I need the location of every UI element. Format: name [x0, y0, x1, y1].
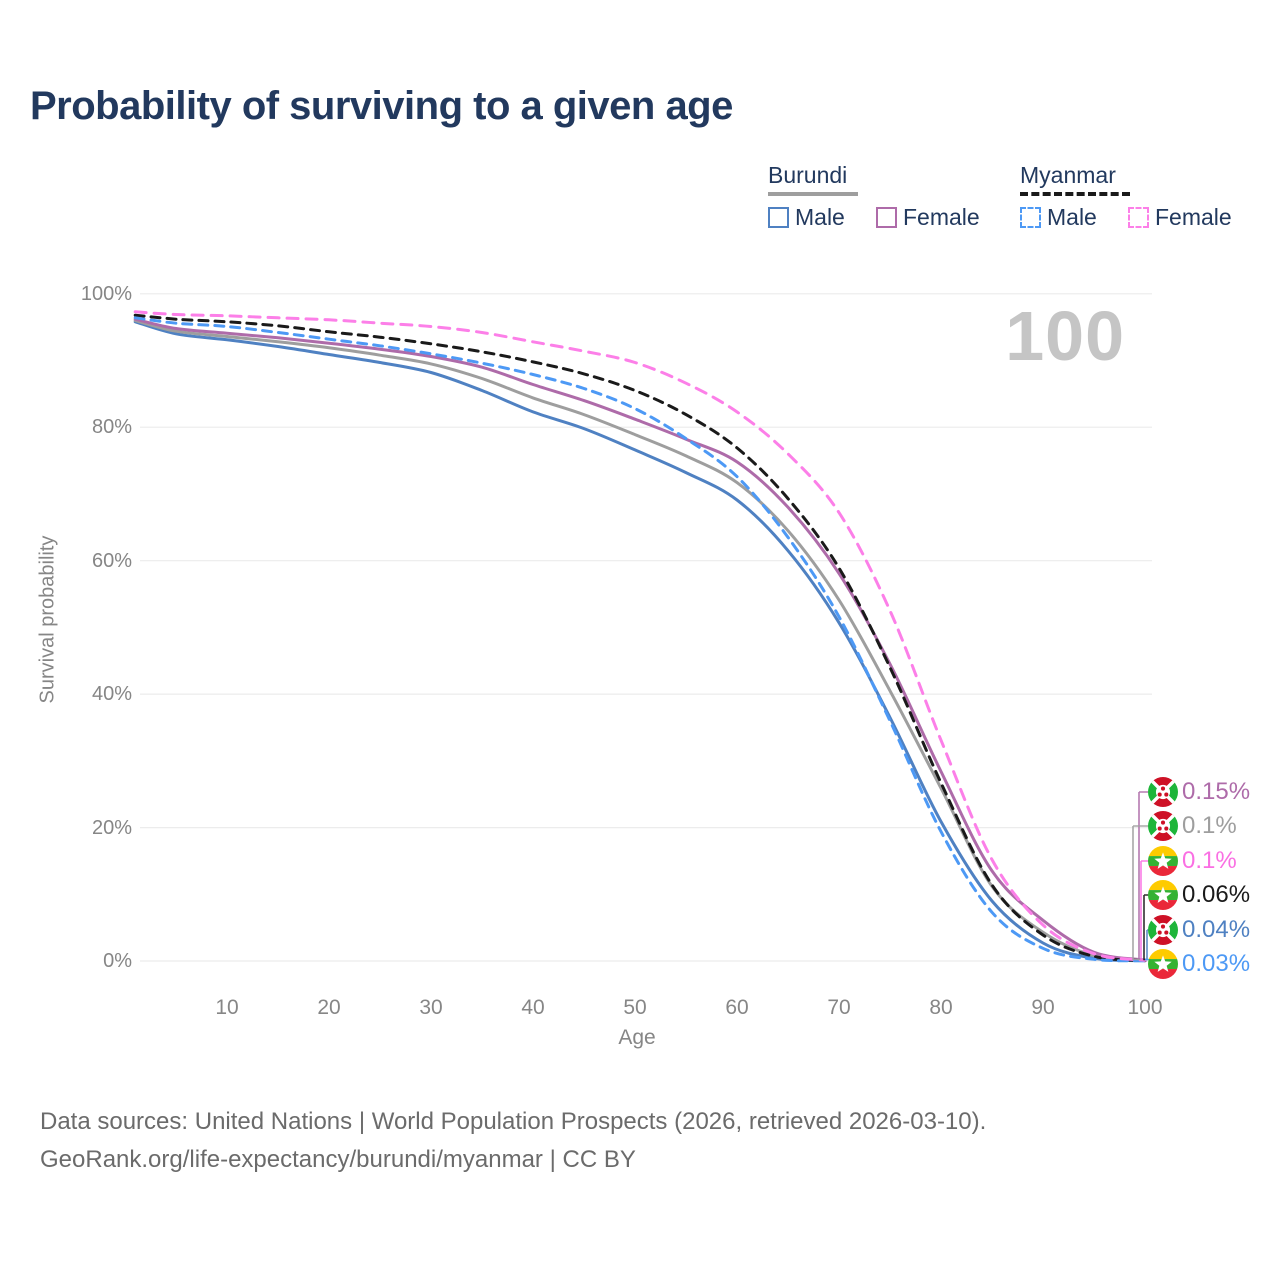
- x-tick-label: 80: [929, 996, 953, 1019]
- end-value: 0.1%: [1182, 812, 1237, 839]
- x-tick-label: 100: [1127, 996, 1163, 1019]
- attribution-text: GeoRank.org/life-expectancy/burundi/myan…: [40, 1146, 636, 1173]
- end-value: 0.15%: [1182, 778, 1251, 805]
- legend-item-burundi-female[interactable]: Female: [876, 204, 980, 231]
- y-tick-label: 20%: [91, 817, 132, 839]
- end-value: 0.1%: [1182, 847, 1237, 874]
- x-tick-label: 30: [419, 996, 443, 1019]
- x-tick-label: 10: [215, 996, 239, 1019]
- x-axis-title: Age: [618, 1026, 656, 1049]
- myanmar-flag-icon: [1148, 949, 1178, 979]
- x-tick-label: 40: [521, 996, 545, 1019]
- y-tick-label: 0%: [103, 950, 132, 972]
- x-tick-label: 90: [1031, 996, 1055, 1019]
- x-tick-label: 70: [827, 996, 851, 1019]
- burundi-flag-icon: [1148, 777, 1178, 807]
- page-title: Probability of surviving to a given age: [30, 84, 733, 128]
- legend-item-myanmar-male[interactable]: Male: [1020, 204, 1097, 231]
- burundi-female-swatch-icon: [876, 207, 897, 228]
- end-label-myanmar-both: 0.06%: [1148, 879, 1250, 911]
- legend-underline-burundi: [768, 192, 858, 196]
- end-value: 0.04%: [1182, 916, 1251, 943]
- data-sources-text: Data sources: United Nations | World Pop…: [40, 1108, 987, 1135]
- legend-country-burundi: Burundi: [768, 162, 848, 188]
- end-value: 0.06%: [1182, 881, 1251, 908]
- end-label-burundi-male: 0.04%: [1148, 914, 1250, 946]
- y-axis-title: Survival probability: [36, 535, 59, 704]
- end-label-burundi-both: 0.1%: [1148, 810, 1237, 842]
- burundi-flag-icon: [1148, 915, 1178, 945]
- myanmar-female-swatch-icon: [1128, 207, 1149, 228]
- end-label-myanmar-male: 0.03%: [1148, 948, 1250, 980]
- legend-item-myanmar-female[interactable]: Female: [1128, 204, 1232, 231]
- myanmar-flag-icon: [1148, 880, 1178, 910]
- x-tick-label: 50: [623, 996, 647, 1019]
- myanmar-male-swatch-icon: [1020, 207, 1041, 228]
- burundi-flag-icon: [1148, 811, 1178, 841]
- burundi-male-swatch-icon: [768, 207, 789, 228]
- y-tick-label: 100%: [80, 283, 132, 305]
- legend-item-label: Male: [1047, 204, 1097, 230]
- legend-item-label: Female: [1155, 204, 1232, 230]
- myanmar-flag-icon: [1148, 846, 1178, 876]
- legend-item-label: Female: [903, 204, 980, 230]
- end-label-burundi-female: 0.15%: [1148, 776, 1250, 808]
- y-tick-label: 80%: [91, 416, 132, 438]
- legend-item-burundi-male[interactable]: Male: [768, 204, 845, 231]
- x-tick-label: 20: [317, 996, 341, 1019]
- y-tick-label: 60%: [91, 550, 132, 572]
- x-tick-label: 60: [725, 996, 749, 1019]
- end-value: 0.03%: [1182, 950, 1251, 977]
- legend-country-myanmar: Myanmar: [1020, 162, 1116, 188]
- age-watermark: 100: [1005, 297, 1125, 375]
- legend-item-label: Male: [795, 204, 845, 230]
- y-tick-label: 40%: [91, 683, 132, 705]
- legend-underline-myanmar: [1020, 192, 1130, 196]
- end-label-myanmar-female: 0.1%: [1148, 845, 1237, 877]
